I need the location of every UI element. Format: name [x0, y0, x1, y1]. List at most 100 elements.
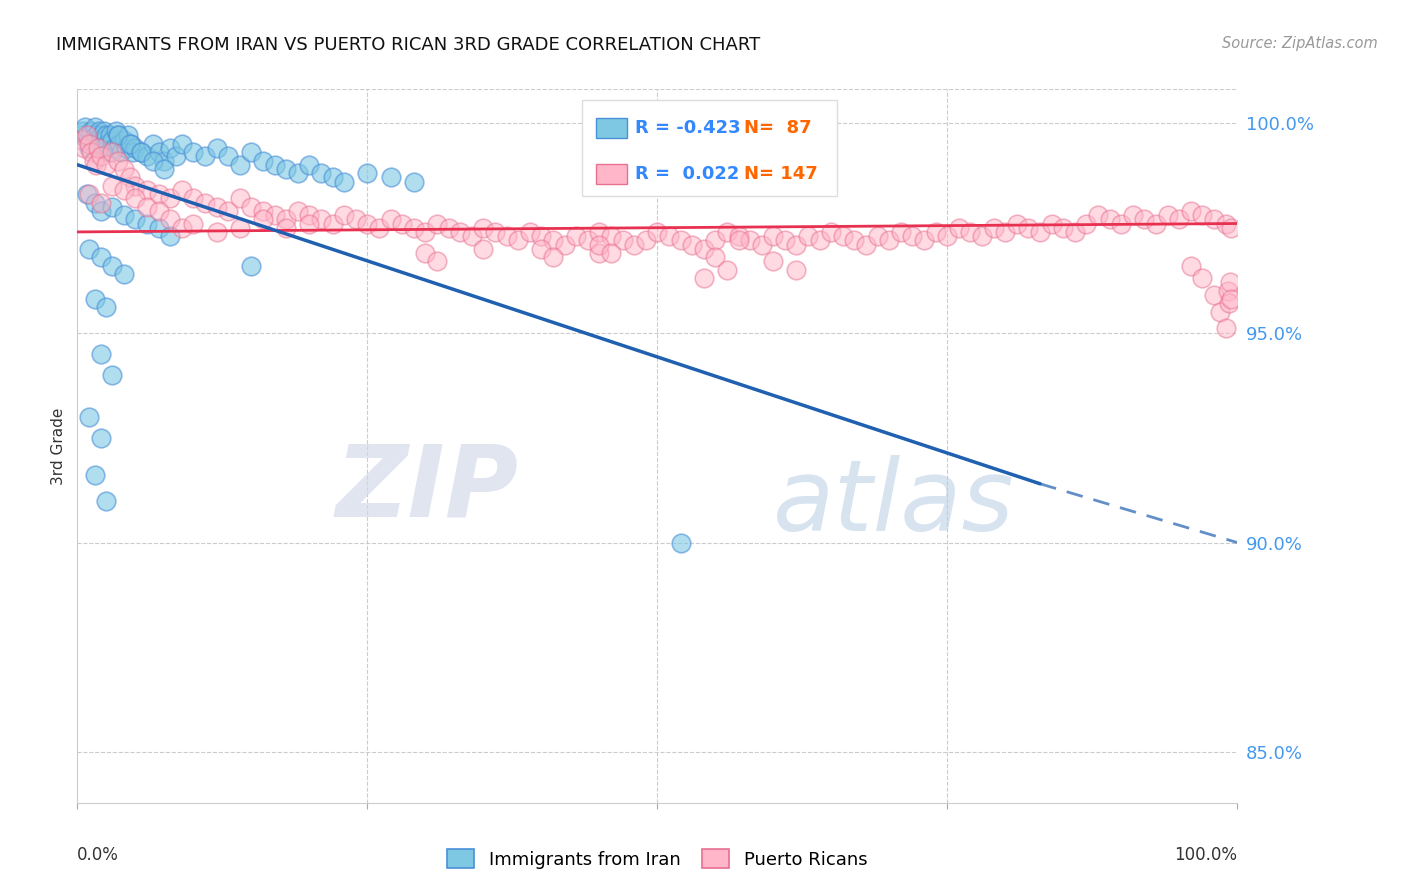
Point — [716, 262, 738, 277]
Point — [129, 145, 152, 160]
Point — [380, 170, 402, 185]
Point — [740, 233, 762, 247]
Point — [252, 203, 274, 218]
Point — [90, 431, 111, 445]
Point — [89, 124, 111, 138]
Text: R =  0.022: R = 0.022 — [636, 165, 740, 183]
Point — [205, 141, 228, 155]
Point — [217, 203, 239, 218]
Point — [565, 229, 588, 244]
Point — [472, 220, 495, 235]
Point — [194, 149, 217, 163]
Point — [263, 158, 285, 172]
Point — [449, 225, 471, 239]
Point — [83, 468, 105, 483]
Point — [240, 145, 263, 160]
Point — [309, 212, 332, 227]
Point — [634, 233, 657, 247]
Point — [1018, 220, 1040, 235]
Text: 0.0%: 0.0% — [77, 846, 120, 863]
Point — [183, 191, 205, 205]
Point — [170, 220, 193, 235]
Point — [959, 225, 981, 239]
Point — [124, 191, 146, 205]
Text: 100.0%: 100.0% — [1174, 846, 1237, 863]
Point — [170, 183, 193, 197]
Point — [1215, 217, 1237, 231]
Point — [716, 225, 738, 239]
Point — [118, 136, 141, 151]
Point — [83, 153, 105, 168]
Point — [344, 212, 367, 227]
Point — [1209, 304, 1232, 318]
Point — [101, 200, 124, 214]
Point — [90, 203, 111, 218]
Point — [135, 183, 157, 197]
Point — [1133, 212, 1156, 227]
Point — [75, 120, 97, 134]
Point — [1076, 217, 1098, 231]
Point — [87, 136, 110, 151]
Point — [110, 145, 132, 160]
Point — [101, 368, 124, 382]
Point — [107, 153, 129, 168]
Point — [96, 301, 118, 315]
Point — [808, 233, 831, 247]
Point — [90, 128, 111, 143]
Point — [461, 229, 484, 244]
Point — [797, 229, 820, 244]
Point — [530, 242, 553, 256]
Point — [1063, 225, 1085, 239]
Point — [112, 183, 135, 197]
Point — [506, 233, 529, 247]
Text: ZIP: ZIP — [335, 441, 517, 537]
Point — [159, 229, 181, 244]
Point — [112, 132, 135, 146]
Point — [82, 132, 104, 146]
Point — [80, 145, 103, 160]
Text: N= 147: N= 147 — [744, 165, 817, 183]
Point — [107, 128, 129, 143]
Point — [1029, 225, 1052, 239]
Point — [274, 212, 298, 227]
Point — [183, 217, 205, 231]
Point — [124, 178, 146, 193]
Point — [96, 136, 118, 151]
Point — [437, 220, 460, 235]
Point — [1180, 259, 1202, 273]
Text: R = -0.423: R = -0.423 — [636, 119, 741, 136]
Point — [298, 208, 321, 222]
Point — [183, 145, 205, 160]
Point — [877, 233, 901, 247]
Point — [124, 212, 146, 227]
Point — [118, 170, 141, 185]
Point — [785, 262, 807, 277]
Legend: Immigrants from Iran, Puerto Ricans: Immigrants from Iran, Puerto Ricans — [440, 841, 875, 876]
Point — [96, 128, 118, 143]
Point — [159, 191, 181, 205]
Point — [402, 175, 425, 189]
Point — [96, 158, 118, 172]
Point — [228, 191, 252, 205]
Point — [77, 136, 100, 151]
Point — [84, 158, 107, 172]
Point — [94, 132, 117, 146]
Point — [252, 153, 274, 168]
Point — [600, 246, 623, 260]
Point — [588, 246, 610, 260]
Point — [117, 128, 139, 143]
Point — [413, 225, 436, 239]
Point — [901, 229, 924, 244]
Point — [844, 233, 866, 247]
Point — [762, 229, 785, 244]
Point — [135, 217, 157, 231]
Point — [194, 195, 217, 210]
Point — [112, 161, 135, 176]
Point — [70, 132, 93, 146]
Point — [1122, 208, 1144, 222]
Text: IMMIGRANTS FROM IRAN VS PUERTO RICAN 3RD GRADE CORRELATION CHART: IMMIGRANTS FROM IRAN VS PUERTO RICAN 3RD… — [56, 36, 761, 54]
Point — [541, 233, 564, 247]
Point — [681, 237, 703, 252]
Point — [1111, 217, 1133, 231]
Point — [1220, 292, 1243, 306]
